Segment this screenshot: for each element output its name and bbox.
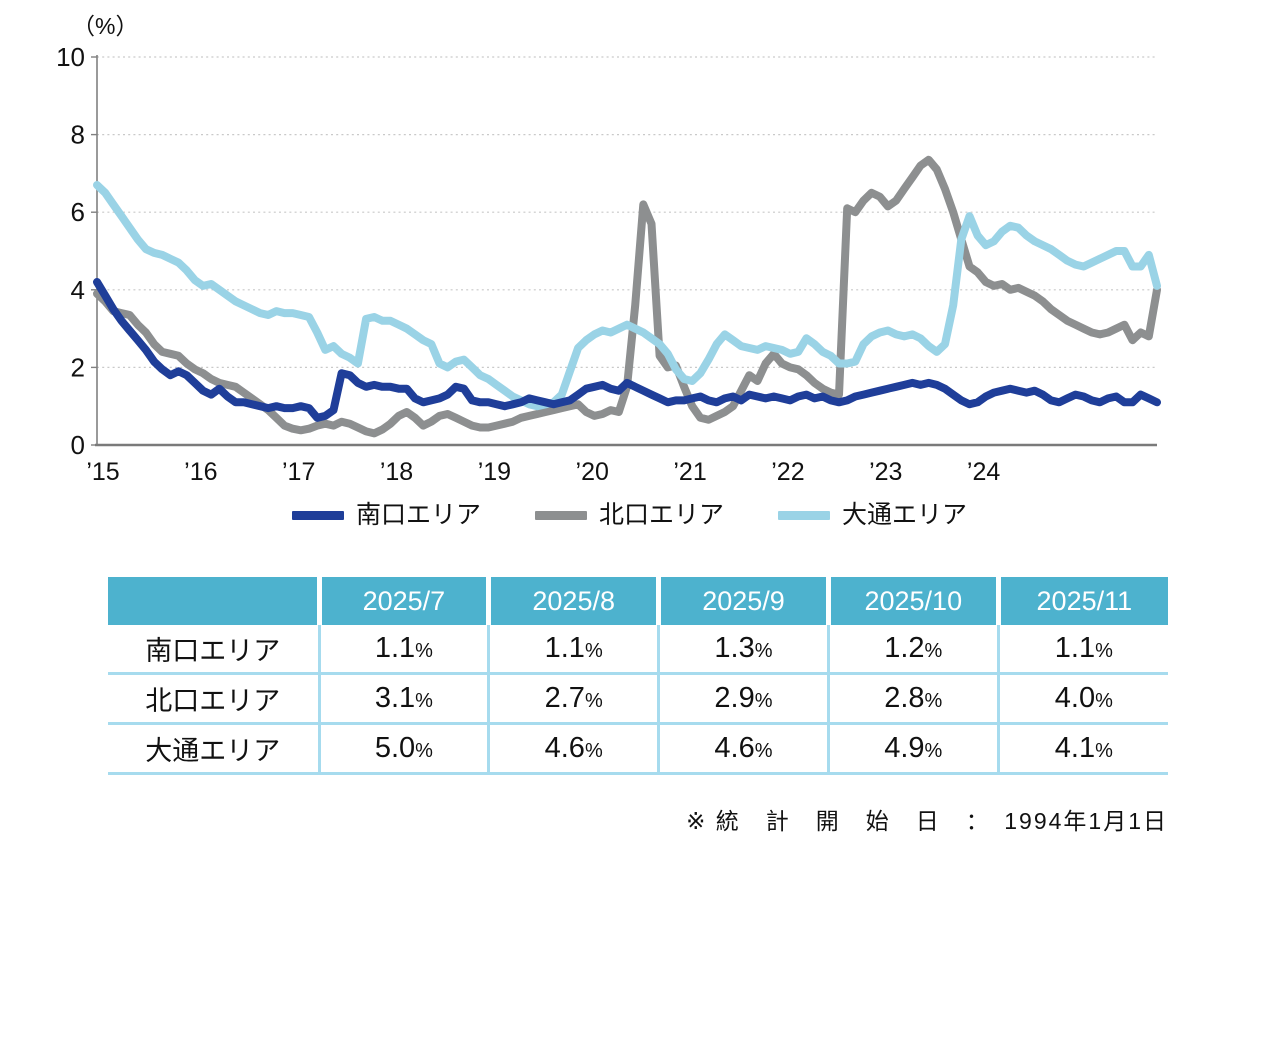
monthly-vacancy-table: 2025/7 2025/8 2025/9 2025/10 2025/11 南口エリア 1.… xyxy=(108,577,1168,775)
rate-value-cell: 4.6% xyxy=(487,723,659,775)
x-tick-label-2017: ’17 xyxy=(282,458,315,486)
percent-suffix: % xyxy=(924,690,943,712)
y-tick-label-10: 10 xyxy=(56,42,85,72)
rate-value: 2.7 xyxy=(544,682,585,714)
y-tick-label-0: 0 xyxy=(71,430,85,460)
x-tick-label-2019: ’19 xyxy=(478,458,511,486)
chart-legend: 南口エリア 北口エリア 大通エリア xyxy=(292,500,967,530)
rate-value: 2.9 xyxy=(714,682,755,714)
rate-value-cell: 4.1% xyxy=(996,723,1168,775)
rate-value-cell: 1.1% xyxy=(317,625,489,675)
legend-item-minamiguchi: 南口エリア xyxy=(292,500,481,530)
rate-value-cell: 1.1% xyxy=(996,625,1168,675)
kitaguchi-line-swatch xyxy=(535,510,588,520)
rate-value: 3.1 xyxy=(374,682,416,714)
percent-suffix: % xyxy=(415,690,433,712)
rate-value: 1.3 xyxy=(714,632,755,664)
x-tick-label-2024: ’24 xyxy=(967,458,1000,486)
rate-value: 4.1 xyxy=(1054,732,1096,764)
rate-value: 1.1 xyxy=(1054,632,1096,664)
y-tick-label-2: 2 xyxy=(71,352,85,382)
vacancy-rate-chart: 0 2 4 6 8 10 ’15 ’16 ’17 ’18 ’19 ’20 ’21 ’22 ’23 ’24 （%） xyxy=(56,13,1161,486)
series-line-南口エリア xyxy=(93,278,1161,422)
rate-value-cell: 2.8% xyxy=(826,673,999,725)
rate-value: 2.8 xyxy=(884,682,925,714)
rate-value: 1.1 xyxy=(374,632,416,664)
rate-value: 5.0 xyxy=(374,732,416,764)
percent-suffix: % xyxy=(415,740,433,762)
percent-suffix: % xyxy=(584,690,603,712)
table-header-2025-8: 2025/8 xyxy=(488,577,662,625)
y-axis-unit-label: （%） xyxy=(72,13,138,39)
table-header-2025-10: 2025/10 xyxy=(828,577,1001,625)
percent-suffix: % xyxy=(924,740,943,762)
table-row-南口エリア: 南口エリア 1.1% 1.1% 1.3% 1.2% 1.1% xyxy=(108,625,1168,675)
x-tick-label-2016: ’16 xyxy=(184,458,217,486)
rate-value: 4.6 xyxy=(544,732,585,764)
rate-value-cell: 4.6% xyxy=(657,723,829,775)
row-label: 北口エリア xyxy=(108,673,319,725)
x-tick-label-2020: ’20 xyxy=(576,458,609,486)
table-header-2025-9: 2025/9 xyxy=(658,577,831,625)
percent-suffix: % xyxy=(924,640,943,662)
rate-value: 4.0 xyxy=(1054,682,1096,714)
rate-value: 4.6 xyxy=(714,732,755,764)
x-tick-label-2023: ’23 xyxy=(869,458,902,486)
percent-suffix: % xyxy=(754,690,773,712)
y-tick-label-8: 8 xyxy=(71,120,85,150)
legend-label-kitaguchi: 北口エリア xyxy=(599,501,725,529)
line-chart-svg: 0 2 4 6 8 10 ’15 ’16 ’17 ’18 ’19 ’20 ’21 ’22 ’23 ’24 （%） xyxy=(56,13,1161,486)
table-corner-cell xyxy=(108,577,322,625)
minamiguchi-line-swatch xyxy=(292,510,344,520)
rate-value-cell: 2.7% xyxy=(487,673,659,725)
x-tick-label-2022: ’22 xyxy=(771,458,804,486)
y-tick-label-6: 6 xyxy=(71,197,85,227)
series-line-大通エリア xyxy=(93,181,1161,411)
row-label: 大通エリア xyxy=(108,723,319,775)
percent-suffix: % xyxy=(584,740,603,762)
x-tick-label-2015: ’15 xyxy=(86,458,119,486)
table-header-2025-7: 2025/7 xyxy=(319,577,492,625)
rate-value: 1.1 xyxy=(544,632,585,664)
rate-value-cell: 1.1% xyxy=(487,625,659,675)
legend-item-kitaguchi: 北口エリア xyxy=(535,500,724,530)
legend-label-odori: 大通エリア xyxy=(842,501,968,529)
odori-line-swatch xyxy=(778,510,831,520)
rate-value-cell: 5.0% xyxy=(317,723,489,775)
percent-suffix: % xyxy=(415,640,433,662)
rate-value-cell: 4.9% xyxy=(826,723,999,775)
legend-item-odori: 大通エリア xyxy=(778,500,967,530)
table-header-2025-11: 2025/11 xyxy=(998,577,1168,625)
percent-suffix: % xyxy=(1095,640,1113,662)
row-label: 南口エリア xyxy=(108,625,319,675)
rate-value-cell: 1.3% xyxy=(657,625,829,675)
percent-suffix: % xyxy=(584,640,603,662)
percent-suffix: % xyxy=(754,640,773,662)
table-row-北口エリア: 北口エリア 3.1% 2.7% 2.9% 2.8% 4.0% xyxy=(108,673,1168,725)
rate-value-cell: 4.0% xyxy=(996,673,1168,725)
rate-value: 4.9 xyxy=(884,732,925,764)
rate-value-cell: 1.2% xyxy=(826,625,999,675)
statistics-start-date-note: ※ 統 計 開 始 日 ： 1994年1月1日 xyxy=(686,808,1168,834)
legend-label-minamiguchi: 南口エリア xyxy=(356,501,482,529)
table-row-大通エリア: 大通エリア 5.0% 4.6% 4.6% 4.9% 4.1% xyxy=(108,723,1168,775)
y-tick-label-4: 4 xyxy=(71,275,85,305)
rate-value-cell: 3.1% xyxy=(317,673,489,725)
table-header-row: 2025/7 2025/8 2025/9 2025/10 2025/11 xyxy=(108,577,1168,625)
percent-suffix: % xyxy=(1095,740,1113,762)
percent-suffix: % xyxy=(1095,690,1113,712)
rate-value-cell: 2.9% xyxy=(657,673,829,725)
percent-suffix: % xyxy=(754,740,773,762)
x-tick-label-2021: ’21 xyxy=(673,458,706,486)
rate-value: 1.2 xyxy=(884,632,925,664)
x-tick-label-2018: ’18 xyxy=(380,458,413,486)
